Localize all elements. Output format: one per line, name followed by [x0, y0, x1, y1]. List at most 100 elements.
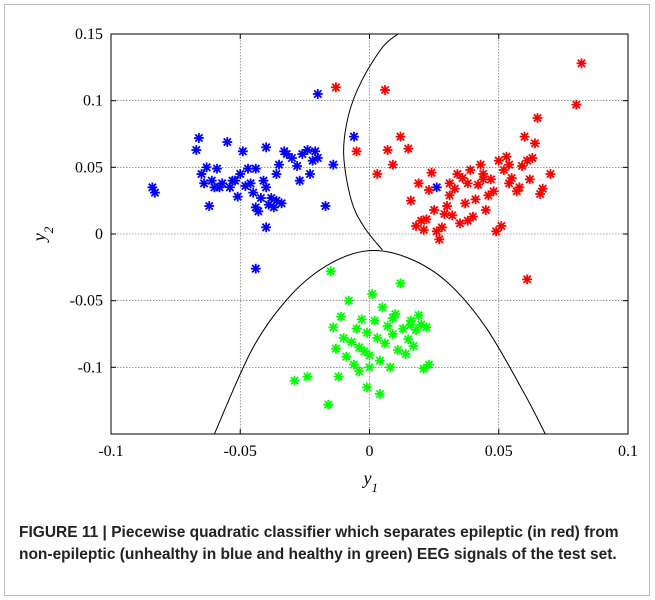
data-point [362, 382, 372, 393]
data-point [150, 187, 160, 198]
data-point [462, 178, 473, 189]
data-point [305, 169, 315, 179]
data-point [486, 174, 496, 185]
data-point [294, 175, 305, 186]
data-point [343, 295, 354, 306]
data-point [385, 362, 396, 373]
y-tick-label: 0.1 [83, 93, 103, 110]
data-point [480, 205, 491, 215]
data-point [312, 89, 323, 99]
caption-label: FIGURE 11 | [19, 524, 112, 541]
y-axis-label: y2 [29, 226, 56, 243]
x-tick-label: -0.05 [224, 443, 257, 460]
data-point [338, 333, 349, 343]
data-point [362, 327, 372, 338]
data-point [413, 178, 424, 189]
data-point [217, 178, 228, 189]
data-point [356, 314, 367, 325]
y-tick-label: -0.1 [78, 359, 103, 376]
data-point [455, 218, 465, 229]
data-point [250, 263, 261, 274]
data-point [258, 175, 269, 186]
data-point [395, 278, 406, 289]
data-point [429, 205, 440, 215]
data-point [248, 187, 259, 198]
data-point [287, 153, 297, 163]
data-point [351, 323, 362, 334]
data-point [424, 359, 434, 370]
data-point [522, 274, 533, 285]
data-point [367, 289, 377, 299]
data-point [225, 182, 235, 193]
data-point [328, 159, 339, 170]
data-points [147, 58, 587, 410]
tick-marks [110, 33, 629, 434]
scatter-chart: -0.1 -0.05 0 0.05 0.1 -0.1-0.0500.050.10.15 … [29, 26, 638, 495]
data-point [431, 182, 442, 193]
data-point [537, 183, 548, 194]
data-point [413, 310, 424, 321]
figure-caption: FIGURE 11 | Piecewise quadratic classifi… [19, 522, 644, 566]
data-point [330, 343, 341, 354]
data-point [439, 209, 450, 219]
data-point [245, 178, 256, 189]
data-point [524, 174, 535, 185]
data-point [519, 131, 530, 142]
data-point [237, 146, 248, 157]
data-point [253, 206, 264, 217]
data-point [436, 222, 447, 233]
data-point [191, 145, 202, 155]
data-point [545, 169, 556, 179]
data-point [408, 341, 419, 351]
data-point [372, 169, 383, 179]
data-point [470, 194, 481, 205]
data-point [442, 201, 452, 211]
data-point [434, 234, 445, 245]
data-point [261, 222, 272, 233]
data-point [292, 161, 303, 171]
data-point [421, 214, 432, 225]
data-point [349, 131, 359, 142]
boundary-curve [343, 34, 399, 251]
data-point [222, 137, 233, 147]
data-point [532, 113, 543, 123]
data-point [405, 195, 416, 206]
decision-boundaries [213, 34, 546, 434]
data-point [374, 389, 385, 399]
data-point [261, 182, 272, 193]
data-point [323, 399, 334, 410]
data-point [530, 138, 540, 149]
data-point [514, 182, 525, 193]
data-point [312, 153, 323, 163]
data-point [289, 375, 300, 386]
y-tick-label: 0.15 [75, 26, 103, 43]
data-point [199, 178, 209, 189]
data-point [444, 178, 455, 189]
data-point [488, 186, 499, 197]
data-point [369, 315, 380, 326]
data-point [475, 159, 486, 170]
data-point [465, 165, 476, 175]
data-point [576, 58, 587, 69]
data-point [235, 169, 246, 179]
data-point [493, 155, 504, 166]
data-point [387, 159, 398, 170]
data-point [276, 198, 287, 209]
y-tick-label: -0.05 [70, 293, 103, 310]
data-point [387, 313, 398, 323]
caption-text: Piecewise quadratic classifier which sep… [19, 524, 619, 563]
data-point [230, 175, 240, 186]
y-tick-label: 0 [95, 226, 103, 243]
data-point [271, 169, 282, 179]
data-point [354, 366, 365, 377]
data-point [380, 338, 390, 349]
data-point [204, 201, 215, 211]
data-point [426, 167, 437, 178]
data-point [467, 211, 478, 222]
data-point [261, 142, 272, 153]
data-point [374, 355, 385, 366]
x-tick-label: -0.1 [98, 443, 123, 460]
data-point [571, 99, 582, 110]
data-point [302, 145, 313, 155]
data-point [447, 210, 458, 221]
